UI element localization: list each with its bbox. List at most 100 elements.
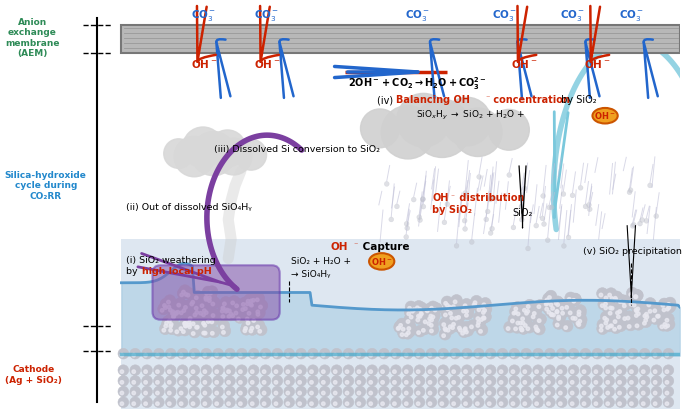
Circle shape [632, 304, 644, 315]
Circle shape [556, 365, 567, 376]
Circle shape [167, 381, 171, 384]
Circle shape [615, 304, 627, 316]
Circle shape [625, 319, 636, 331]
Circle shape [201, 348, 211, 359]
Circle shape [174, 136, 214, 177]
Circle shape [225, 386, 235, 397]
Text: OH$^-$: OH$^-$ [594, 110, 616, 121]
Circle shape [497, 348, 508, 359]
Circle shape [514, 307, 526, 318]
Circle shape [534, 325, 538, 329]
Circle shape [227, 381, 230, 384]
Circle shape [408, 304, 420, 315]
Circle shape [462, 309, 466, 313]
Circle shape [407, 312, 410, 315]
Circle shape [438, 397, 449, 408]
Circle shape [654, 214, 659, 219]
Circle shape [189, 317, 200, 328]
Circle shape [321, 402, 325, 405]
Circle shape [416, 331, 420, 334]
Circle shape [203, 370, 206, 374]
Circle shape [221, 315, 225, 318]
Circle shape [653, 402, 657, 405]
Circle shape [185, 317, 197, 329]
Circle shape [298, 354, 302, 357]
Circle shape [470, 295, 482, 307]
Circle shape [461, 348, 472, 359]
Circle shape [201, 397, 211, 408]
Circle shape [653, 391, 657, 395]
Circle shape [416, 318, 419, 322]
Circle shape [427, 301, 439, 312]
Circle shape [179, 303, 191, 315]
Circle shape [550, 313, 554, 317]
Circle shape [384, 181, 389, 186]
Circle shape [229, 312, 232, 316]
Circle shape [166, 303, 178, 315]
Circle shape [260, 376, 271, 386]
Circle shape [205, 293, 217, 305]
Circle shape [613, 320, 617, 323]
Circle shape [561, 244, 566, 249]
Circle shape [651, 348, 662, 359]
Circle shape [553, 298, 565, 309]
Circle shape [227, 370, 230, 374]
Circle shape [604, 348, 615, 359]
Circle shape [184, 293, 188, 296]
Circle shape [144, 381, 147, 384]
Circle shape [617, 325, 621, 329]
Circle shape [545, 308, 548, 311]
Circle shape [542, 296, 554, 308]
Circle shape [561, 312, 564, 315]
Circle shape [201, 386, 211, 397]
Circle shape [523, 391, 526, 395]
Circle shape [169, 325, 172, 328]
Circle shape [220, 297, 232, 308]
Circle shape [487, 391, 491, 395]
Circle shape [399, 324, 402, 327]
Circle shape [477, 308, 481, 312]
Circle shape [169, 310, 181, 322]
Text: (iv): (iv) [377, 95, 396, 105]
Circle shape [634, 295, 637, 298]
Circle shape [450, 376, 461, 386]
Circle shape [319, 365, 330, 376]
Circle shape [295, 365, 307, 376]
Circle shape [603, 312, 614, 325]
Circle shape [606, 319, 617, 330]
Circle shape [608, 291, 620, 303]
Circle shape [568, 386, 579, 397]
Circle shape [647, 303, 650, 307]
Circle shape [218, 309, 230, 321]
Circle shape [618, 402, 622, 405]
Circle shape [440, 354, 444, 357]
Circle shape [566, 305, 578, 317]
Circle shape [623, 317, 626, 320]
Circle shape [555, 310, 559, 313]
Circle shape [221, 306, 225, 310]
Circle shape [251, 381, 254, 384]
Circle shape [452, 381, 456, 384]
Circle shape [657, 320, 669, 331]
Circle shape [427, 313, 439, 325]
Circle shape [169, 329, 172, 332]
Circle shape [545, 365, 555, 376]
Circle shape [249, 293, 260, 305]
Circle shape [169, 322, 173, 326]
Circle shape [451, 326, 454, 330]
Circle shape [414, 397, 425, 408]
Circle shape [172, 315, 175, 319]
Circle shape [164, 321, 168, 325]
Circle shape [243, 312, 255, 323]
Circle shape [577, 323, 580, 326]
Circle shape [132, 402, 136, 405]
Circle shape [418, 308, 421, 311]
Circle shape [480, 318, 483, 321]
Circle shape [484, 217, 489, 222]
Circle shape [592, 348, 603, 359]
Circle shape [442, 334, 445, 337]
Circle shape [182, 290, 186, 294]
Circle shape [654, 309, 666, 320]
Circle shape [191, 402, 195, 405]
Circle shape [321, 370, 325, 374]
